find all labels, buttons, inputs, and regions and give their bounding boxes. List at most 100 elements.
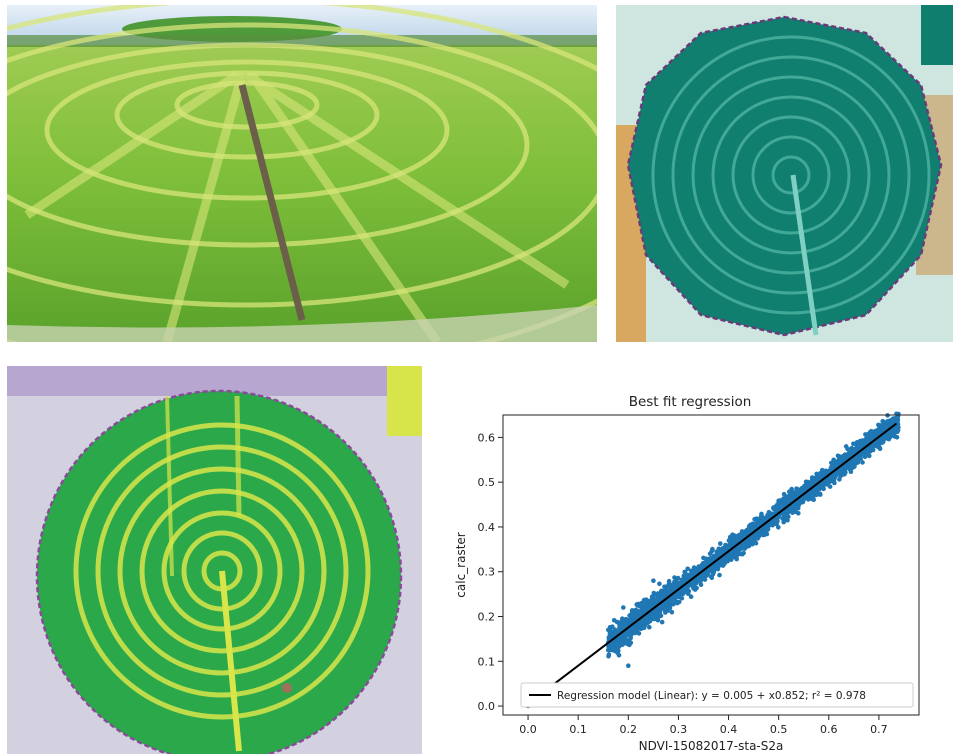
scatter-point — [843, 444, 849, 449]
scatter-point — [837, 454, 843, 460]
x-tick-label: 0.1 — [569, 723, 587, 736]
scatter-point — [614, 641, 620, 646]
x-tick-label: 0.4 — [720, 723, 738, 736]
scatter-point — [743, 531, 749, 536]
scatter-point — [682, 570, 688, 575]
scatter-point — [614, 619, 620, 625]
scatter-point — [761, 515, 766, 520]
scatter-point — [759, 511, 764, 517]
scatter-point — [623, 634, 628, 639]
scatter-point — [759, 520, 765, 525]
scatter-point — [621, 605, 626, 610]
scatter-point — [768, 522, 773, 527]
scatter-point — [662, 607, 667, 612]
scatter-point — [640, 606, 646, 612]
scatter-point — [886, 432, 891, 438]
scatter-point — [753, 540, 759, 546]
scatter-point — [696, 575, 701, 581]
scatter-point — [636, 631, 642, 636]
chart-svg: Best fit regression 0.0 0.1 0.2 0.3 0.4 0.5 0.… — [454, 394, 920, 753]
scatter-point — [606, 635, 612, 640]
scatter-point — [628, 634, 633, 640]
scatter-point — [842, 466, 848, 472]
scatter-point — [610, 647, 616, 653]
scatter-point — [666, 581, 672, 587]
scatter-point — [862, 454, 868, 460]
scatter-point — [734, 556, 739, 562]
scatter-point — [660, 592, 666, 597]
scatter-point — [631, 625, 637, 631]
scatter-point — [885, 419, 891, 425]
scatter-point — [628, 640, 634, 645]
x-tick-label: 0.6 — [820, 723, 838, 736]
scatter-point — [773, 519, 779, 524]
scatter-point — [651, 578, 656, 583]
scatter-point — [686, 583, 691, 589]
scatter-point — [606, 627, 611, 633]
scatter-point — [796, 511, 801, 516]
scatter-point — [847, 466, 852, 472]
scatter-point — [679, 588, 685, 593]
scatter-point — [621, 623, 626, 629]
scatter-point — [831, 460, 836, 465]
scatter-point — [863, 437, 869, 442]
scatter-point — [630, 613, 635, 619]
scatter-point — [665, 591, 671, 597]
scatter-point — [657, 581, 662, 587]
scatter-point — [842, 471, 847, 477]
scatter-point — [781, 519, 786, 525]
scatter-point — [716, 546, 722, 552]
scatter-point — [880, 440, 885, 445]
scatter-point — [878, 423, 883, 428]
scatter-point — [700, 561, 706, 566]
scatter-point — [649, 613, 655, 618]
scatter-point — [635, 603, 640, 608]
aerial-photo — [7, 5, 597, 342]
scatter-point — [671, 595, 676, 601]
scatter-point — [669, 599, 674, 604]
scatter-point — [634, 608, 639, 614]
scatter-point — [814, 487, 819, 493]
scatter-point — [830, 478, 836, 483]
scatter-point — [791, 503, 797, 508]
plot-frame — [502, 414, 920, 716]
scatter-point — [820, 468, 825, 474]
scatter-point — [870, 432, 876, 438]
scatter-point — [701, 576, 706, 581]
scatter-point — [644, 601, 649, 606]
legend-label: Regression model (Linear): y = 0.005 + x… — [557, 690, 866, 702]
scatter-point — [740, 551, 745, 557]
y-tick-label: 0.6 — [478, 431, 496, 444]
scatter-point — [636, 622, 642, 628]
y-tick-label: 0.1 — [478, 655, 496, 668]
scatter-point — [710, 567, 715, 573]
scatter-point — [867, 429, 873, 435]
scatter-point — [609, 643, 615, 649]
scatter-point — [672, 575, 677, 580]
teal-ndvi-graphic — [616, 5, 953, 342]
scatter-point — [632, 629, 637, 635]
scatter-point — [861, 450, 866, 456]
scatter-point — [658, 604, 663, 609]
scatter-point — [790, 510, 795, 515]
aerial-photo-graphic — [7, 5, 597, 342]
scatter-point — [614, 649, 619, 654]
scatter-point — [796, 501, 801, 507]
scatter-point — [736, 550, 741, 556]
x-tick-label: 0.0 — [519, 723, 537, 736]
scatter-point — [826, 468, 832, 474]
scatter-point — [659, 619, 665, 625]
chart-title: Best fit regression — [629, 394, 752, 410]
scatter-point — [776, 525, 781, 530]
scatter-point — [606, 653, 611, 659]
green-ndvi-map — [7, 366, 422, 754]
scatter-point — [736, 536, 742, 542]
scatter-point — [718, 541, 723, 546]
scatter-point — [669, 609, 675, 615]
scatter-point — [805, 492, 810, 498]
scatter-point — [787, 496, 793, 502]
scatter-point — [679, 596, 685, 601]
green-ndvi-graphic — [7, 366, 422, 754]
scatter-point — [730, 532, 735, 537]
scatter-point — [837, 477, 842, 482]
